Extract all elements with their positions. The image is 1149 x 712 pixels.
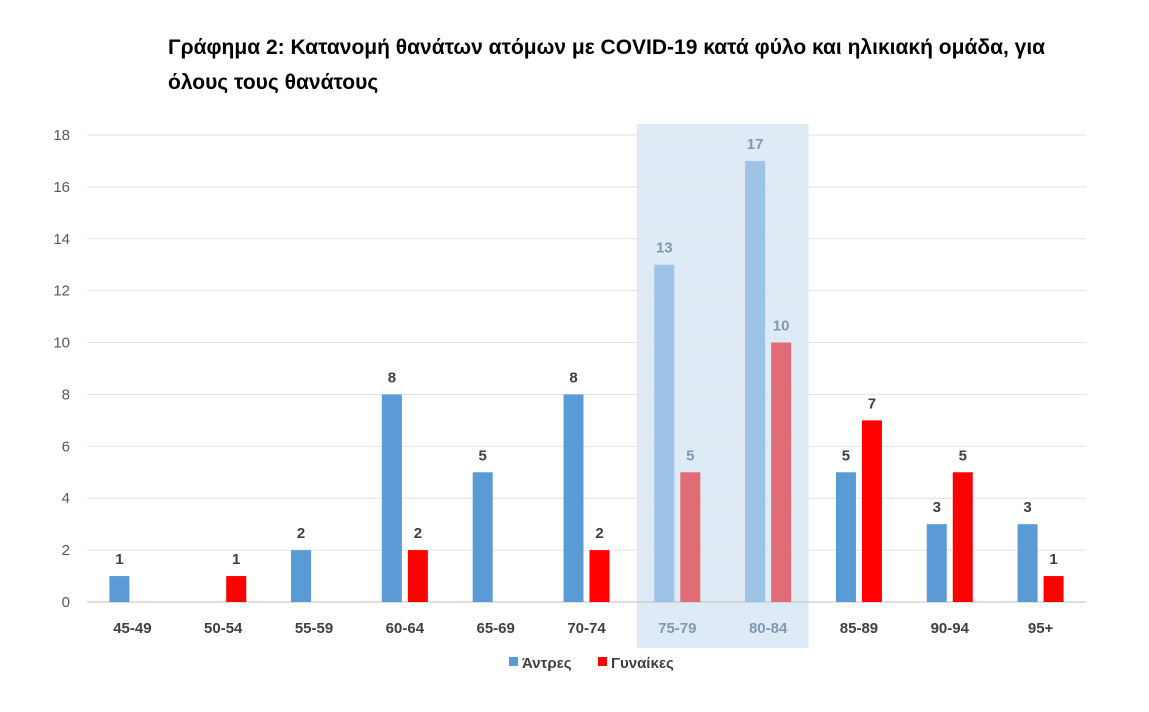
data-label: 5	[842, 447, 850, 464]
bar-women-70-74	[589, 550, 610, 602]
data-label: 3	[933, 499, 941, 516]
data-label: 8	[388, 369, 396, 386]
bar-women-90-94	[952, 472, 973, 602]
data-label: 1	[1049, 551, 1057, 568]
data-label: 2	[414, 525, 422, 542]
bar-women-85-89	[861, 420, 882, 602]
bar-men-85-89	[835, 472, 856, 602]
y-tick-label: 0	[62, 594, 70, 611]
x-category-label: 85-89	[840, 620, 878, 637]
legend-label: Άντρες	[522, 655, 572, 672]
bar-men-45-49	[109, 576, 130, 602]
data-label: 5	[686, 447, 694, 464]
chart-title: Γράφημα 2: Κατανομή θανάτων ατόμων με CO…	[168, 36, 1046, 94]
y-tick-label: 16	[53, 179, 70, 196]
data-label: 5	[959, 447, 967, 464]
data-label: 3	[1023, 499, 1031, 516]
x-category-label: 45-49	[113, 620, 151, 637]
y-tick-label: 4	[62, 490, 70, 507]
y-tick-label: 2	[62, 542, 70, 559]
x-category-label: 70-74	[567, 620, 606, 637]
data-label: 13	[656, 240, 673, 257]
bar-women-60-64	[407, 550, 428, 602]
data-label: 2	[297, 525, 305, 542]
bar-men-55-59	[291, 550, 312, 602]
y-tick-label: 10	[53, 335, 70, 352]
data-label: 8	[569, 369, 577, 386]
legend-label: Γυναίκες	[611, 655, 674, 672]
bar-men-60-64	[381, 394, 402, 602]
y-tick-label: 12	[53, 283, 70, 300]
y-tick-label: 6	[62, 438, 70, 455]
x-category-label: 65-69	[476, 620, 514, 637]
data-label: 1	[115, 551, 123, 568]
x-category-label: 50-54	[204, 620, 243, 637]
x-category-label: 95+	[1028, 620, 1054, 637]
bar-men-65-69	[472, 472, 493, 602]
x-axis-categories: 45-49 50-54 55-59 60-64 65-69 70-74 75-79 80-84…	[113, 620, 1053, 637]
y-axis-ticks: 0 2 4 6 8 10 12 14 16 18	[53, 127, 70, 611]
x-category-label: 80-84	[749, 620, 788, 637]
x-category-label: 60-64	[386, 620, 425, 637]
y-tick-label: 18	[53, 127, 70, 144]
bar-women-75-79	[680, 472, 701, 602]
x-category-label: 55-59	[295, 620, 333, 637]
data-label: 10	[773, 318, 790, 335]
x-category-label: 90-94	[931, 620, 970, 637]
data-label: 7	[868, 395, 876, 412]
data-label: 2	[595, 525, 603, 542]
data-labels: 1 1 2 8 2 5 8 2 13 5 17 10 5 7 3 5 3 1	[115, 136, 1058, 568]
legend: Άντρες Γυναίκες	[509, 655, 674, 672]
data-label: 17	[747, 136, 764, 153]
bar-men-70-74	[563, 394, 584, 602]
y-tick-label: 14	[53, 231, 70, 248]
bar-men-90-94	[926, 524, 947, 602]
bar-men-75-79	[654, 264, 675, 602]
bar-men-80-84	[745, 160, 766, 602]
data-label: 1	[232, 551, 240, 568]
bar-women-95+	[1043, 576, 1064, 602]
bar-women-50-54	[226, 576, 247, 602]
bar-women-80-84	[771, 342, 792, 602]
bars	[109, 160, 1064, 602]
x-category-label: 75-79	[658, 620, 696, 637]
gridlines	[87, 134, 1086, 603]
legend-swatch	[598, 657, 607, 666]
legend-swatch	[509, 657, 518, 666]
y-tick-label: 8	[62, 386, 70, 403]
data-label: 5	[479, 447, 487, 464]
bar-men-95+	[1017, 524, 1038, 602]
